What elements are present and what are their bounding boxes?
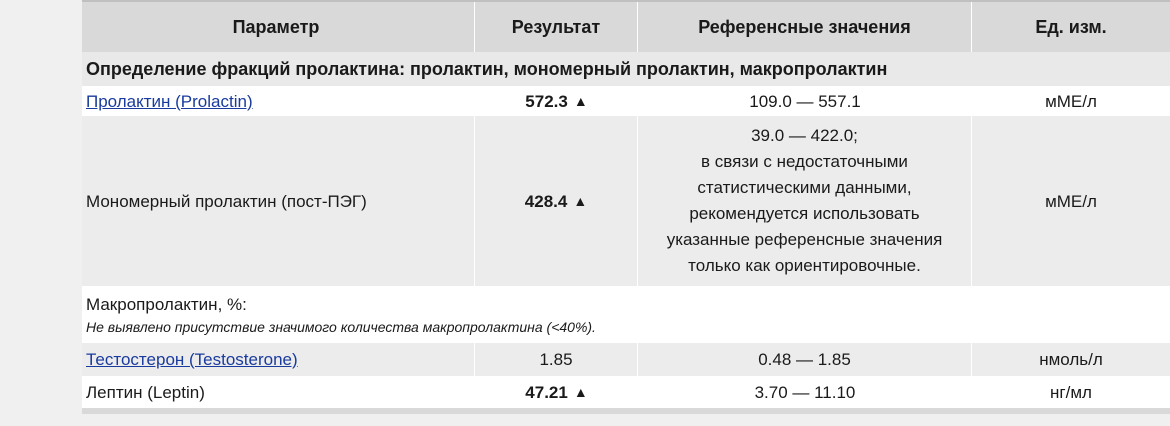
result-cell: 572.3 ▲ — [475, 86, 638, 116]
unit-cell: нмоль/л — [1039, 350, 1103, 369]
reference-line: в связи с недостаточными — [701, 152, 908, 171]
high-flag-icon: ▲ — [573, 192, 588, 209]
result-cell: 428.4 ▲ — [475, 116, 638, 286]
param-cell: Тестостерон (Testosterone) — [82, 343, 475, 376]
reference-cell: 3.70 — 11.10 — [754, 382, 856, 402]
header-param: Параметр — [82, 2, 475, 52]
unit-cell: мМЕ/л — [1045, 91, 1097, 111]
unit-cell: мМЕ/л — [1045, 191, 1097, 211]
section-title: Определение фракций пролактина: пролакти… — [82, 52, 1170, 86]
result-value: 572.3 — [525, 91, 568, 111]
high-flag-icon: ▲ — [573, 383, 588, 400]
reference-line: только как ориентировочные. — [688, 256, 921, 275]
table-bottom-border — [82, 408, 1170, 414]
reference-line: рекомендуется использовать — [689, 204, 920, 223]
param-cell: Мономерный пролактин (пост-ПЭГ) — [82, 116, 475, 286]
result-cell: 47.21 ▲ — [475, 376, 638, 408]
reference-text: 39.0 — 422.0; в связи с недостаточными с… — [667, 123, 943, 279]
result-value: 428.4 — [524, 191, 568, 211]
param-cell: Лептин (Leptin) — [86, 382, 205, 402]
table-row-leptin: Лептин (Leptin) 47.21 ▲ 3.70 — 11.10 нг/… — [82, 376, 1170, 408]
reference-line: статистическими данными, — [697, 178, 912, 197]
macroprolactin-note: Не выявлено присутствие значимого количе… — [86, 318, 596, 335]
reference-line: 39.0 — 422.0; — [751, 126, 858, 145]
table-row-prolactin: Пролактин (Prolactin) 572.3 ▲ 109.0 — 55… — [82, 86, 1170, 116]
reference-cell: 39.0 — 422.0; в связи с недостаточными с… — [638, 116, 972, 286]
table-header: Параметр Результат Референсные значения … — [82, 0, 1170, 52]
reference-line: указанные референсные значения — [666, 230, 943, 249]
table-row-macroprolactin: Макропролактин, %: Не выявлено присутств… — [82, 286, 1170, 343]
header-reference: Референсные значения — [638, 2, 972, 52]
param-cell: Пролактин (Prolactin) — [82, 86, 475, 116]
lab-results-table: Параметр Результат Референсные значения … — [82, 0, 1170, 426]
unit-cell: нг/мл — [1050, 382, 1092, 402]
result-cell: 1.85 — [475, 343, 638, 376]
prolactin-link[interactable]: Пролактин (Prolactin) — [86, 91, 253, 111]
reference-cell: 109.0 — 557.1 — [749, 91, 861, 111]
header-unit: Ед. изм. — [1035, 16, 1107, 37]
macroprolactin-label: Макропролактин, %: — [86, 294, 247, 314]
result-value: 47.21 — [525, 382, 568, 402]
testosterone-link[interactable]: Тестостерон (Testosterone) — [86, 350, 298, 369]
table-row-testosterone: Тестостерон (Testosterone) 1.85 0.48 — 1… — [82, 343, 1170, 376]
high-flag-icon: ▲ — [573, 92, 588, 109]
header-result: Результат — [475, 2, 638, 52]
table-row-monomeric: Мономерный пролактин (пост-ПЭГ) 428.4 ▲ … — [82, 116, 1170, 286]
reference-cell: 0.48 — 1.85 — [638, 343, 972, 376]
